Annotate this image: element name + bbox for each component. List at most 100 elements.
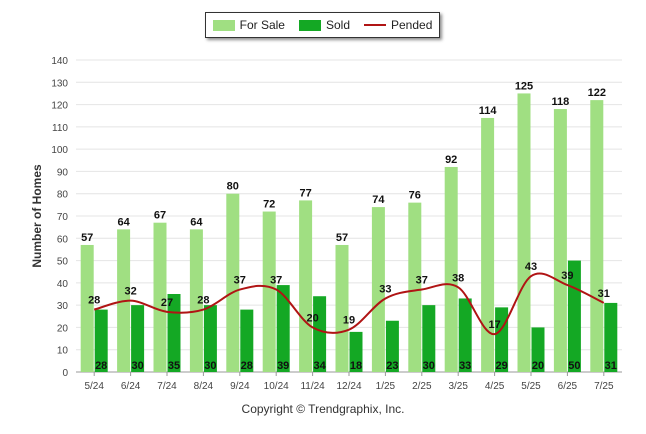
bar-for-sale[interactable] — [444, 166, 458, 372]
sold-value-label: 50 — [568, 360, 580, 372]
y-tick-label: 130 — [51, 78, 68, 89]
for-sale-value-label: 77 — [299, 187, 311, 199]
bar-sold[interactable] — [240, 309, 254, 372]
x-tick-label: 2/25 — [412, 381, 432, 392]
pended-value-label: 38 — [452, 272, 464, 284]
sold-value-label: 18 — [350, 360, 362, 372]
bar-sold[interactable] — [131, 305, 145, 372]
legend-item-for-sale[interactable]: For Sale — [212, 18, 285, 32]
x-tick-label: 6/24 — [121, 381, 141, 392]
legend-item-sold[interactable]: Sold — [298, 18, 350, 32]
y-tick-label: 0 — [62, 368, 68, 379]
for-sale-value-label: 125 — [515, 80, 533, 92]
pended-swatch — [364, 24, 386, 26]
sold-swatch — [298, 19, 321, 31]
x-tick-label: 5/25 — [521, 381, 541, 392]
sold-value-label: 34 — [313, 360, 326, 372]
bar-for-sale[interactable] — [226, 193, 240, 372]
bar-for-sale[interactable] — [262, 211, 276, 372]
pended-value-label: 28 — [197, 295, 209, 307]
y-tick-label: 30 — [57, 301, 69, 312]
bar-for-sale[interactable] — [189, 229, 203, 372]
sold-value-label: 28 — [95, 360, 107, 372]
pended-value-label: 20 — [306, 312, 318, 324]
bar-sold[interactable] — [458, 298, 472, 372]
for-sale-swatch — [212, 19, 235, 31]
bar-for-sale[interactable] — [371, 207, 385, 372]
pended-value-label: 31 — [598, 288, 610, 300]
sold-value-label: 28 — [241, 360, 253, 372]
for-sale-value-label: 80 — [227, 181, 239, 193]
for-sale-value-label: 72 — [263, 199, 275, 211]
y-tick-label: 20 — [57, 323, 69, 334]
y-axis-title: Number of Homes — [30, 164, 44, 268]
for-sale-value-label: 118 — [552, 96, 570, 108]
x-axis: 5/24 6/24 7/24 8/24 9/24 10/24 11/24 12/24 1/25 2… — [84, 372, 614, 392]
bar-for-sale[interactable] — [481, 117, 495, 372]
y-axis: 0 10 20 30 40 50 60 70 80 90 100 110 120 130 140 — [51, 56, 68, 379]
sold-value-label: 31 — [605, 360, 617, 372]
data-labels: 57 28 64 30 67 35 64 30 80 28 72 39 77 34 57 18 74 23 76 30… — [81, 80, 617, 372]
bar-sold[interactable] — [604, 302, 618, 372]
for-sale-value-label: 92 — [445, 154, 457, 166]
y-tick-label: 40 — [57, 279, 69, 290]
for-sale-value-label: 57 — [336, 232, 348, 244]
sold-value-label: 30 — [131, 360, 143, 372]
pended-value-label: 27 — [161, 297, 173, 309]
x-tick-label: 9/24 — [230, 381, 250, 392]
y-tick-label: 110 — [52, 123, 68, 134]
bar-sold[interactable] — [422, 305, 436, 372]
sold-value-label: 23 — [386, 360, 398, 372]
bars — [80, 93, 618, 373]
x-tick-label: 3/25 — [448, 381, 468, 392]
y-tick-label: 90 — [57, 167, 69, 178]
bar-sold[interactable] — [94, 309, 108, 372]
bar-for-sale[interactable] — [553, 109, 567, 373]
bar-sold[interactable] — [313, 296, 327, 372]
sold-value-label: 35 — [168, 360, 180, 372]
bar-for-sale[interactable] — [335, 244, 349, 372]
bar-sold[interactable] — [203, 305, 217, 372]
bar-for-sale[interactable] — [153, 222, 167, 372]
bar-for-sale[interactable] — [299, 200, 313, 372]
y-tick-label: 100 — [51, 145, 68, 156]
for-sale-value-label: 74 — [372, 194, 385, 206]
bar-for-sale[interactable] — [517, 93, 531, 372]
bar-sold[interactable] — [385, 320, 399, 372]
pended-value-label: 37 — [416, 275, 428, 287]
x-tick-label: 8/24 — [194, 381, 214, 392]
for-sale-value-label: 114 — [479, 105, 498, 117]
sold-value-label: 29 — [495, 360, 507, 372]
y-tick-label: 80 — [57, 190, 69, 201]
pended-value-label: 28 — [88, 295, 100, 307]
sold-value-label: 39 — [277, 360, 289, 372]
pended-value-label: 19 — [343, 315, 355, 327]
legend-label-sold: Sold — [325, 18, 350, 32]
x-tick-label: 5/24 — [84, 381, 104, 392]
x-tick-label: 7/25 — [594, 381, 614, 392]
bar-sold[interactable] — [349, 331, 363, 372]
for-sale-value-label: 122 — [588, 87, 606, 99]
legend-item-pended[interactable]: Pended — [364, 18, 432, 32]
for-sale-value-label: 64 — [117, 216, 130, 228]
pended-value-label: 43 — [525, 261, 537, 273]
pended-value-label: 17 — [488, 319, 500, 331]
for-sale-value-label: 57 — [81, 232, 93, 244]
pended-value-label: 39 — [561, 270, 573, 282]
bar-for-sale[interactable] — [408, 202, 422, 372]
bar-sold[interactable] — [531, 327, 545, 372]
bar-for-sale[interactable] — [590, 100, 604, 372]
pended-line — [93, 272, 605, 336]
x-tick-label: 12/24 — [336, 381, 361, 392]
pended-series-line[interactable] — [93, 272, 605, 336]
sold-value-label: 33 — [459, 360, 471, 372]
for-sale-value-label: 64 — [190, 216, 203, 228]
bar-sold[interactable] — [276, 285, 290, 372]
pended-value-label: 37 — [234, 275, 246, 287]
y-tick-label: 70 — [57, 212, 69, 223]
pended-value-label: 33 — [379, 283, 391, 295]
bar-for-sale[interactable] — [80, 244, 94, 372]
grid-lines — [76, 59, 622, 373]
x-tick-label: 1/25 — [376, 381, 396, 392]
x-tick-label: 4/25 — [485, 381, 505, 392]
